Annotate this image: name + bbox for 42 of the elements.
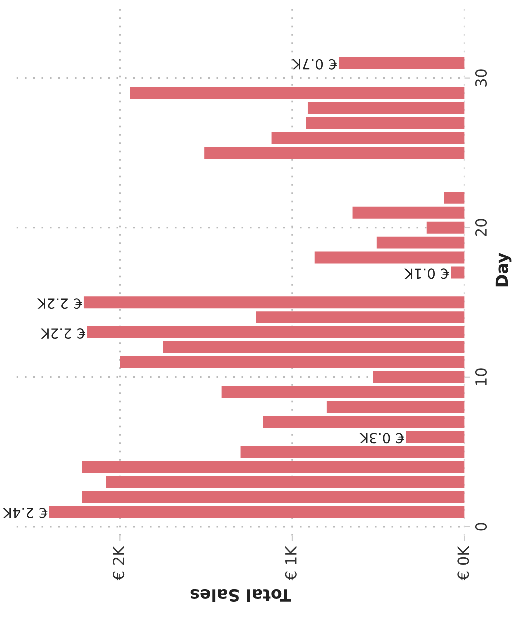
- bar: [376, 236, 465, 249]
- data-label: € 2.2K: [40, 328, 86, 340]
- bar: [451, 266, 465, 279]
- data-label: € 0.3K: [360, 433, 404, 444]
- y-tick-label: 0: [475, 523, 488, 531]
- bar: [326, 401, 465, 414]
- bar: [314, 252, 465, 264]
- y-tick-label: 30: [475, 70, 488, 87]
- x-tick-label: € 1K: [285, 546, 297, 581]
- data-label: € 0.1K: [404, 268, 450, 280]
- bar: [222, 386, 465, 398]
- x-axis-title: Total Sales: [190, 589, 292, 602]
- y-axis-title: Day: [496, 253, 512, 287]
- data-label: € 0.7K: [292, 59, 338, 70]
- bar: [204, 147, 465, 160]
- bar: [87, 326, 465, 339]
- bar: [263, 416, 465, 428]
- bar: [373, 371, 465, 384]
- bar: [130, 87, 465, 100]
- bar: [82, 461, 465, 474]
- bar: [84, 296, 465, 309]
- bar: [50, 506, 465, 518]
- x-tick-label: € 0K: [458, 546, 470, 581]
- bar: [352, 206, 465, 219]
- y-tick-label: 20: [475, 219, 488, 236]
- bar: [163, 342, 465, 354]
- bar: [306, 117, 465, 130]
- bar: [406, 431, 465, 444]
- bar: [339, 57, 465, 70]
- x-tick-label: € 2K: [113, 546, 125, 581]
- bar: [240, 446, 465, 458]
- bar: [308, 102, 465, 114]
- bar: [120, 356, 465, 368]
- bar: [272, 132, 465, 144]
- bar: [82, 491, 465, 504]
- data-label: € 2.4K: [2, 508, 48, 518]
- bar: [256, 312, 465, 324]
- data-label: € 2.2K: [37, 298, 82, 310]
- bar: [106, 476, 465, 488]
- y-tick-label: 10: [475, 368, 488, 386]
- bar: [426, 222, 465, 234]
- bar: [444, 192, 465, 204]
